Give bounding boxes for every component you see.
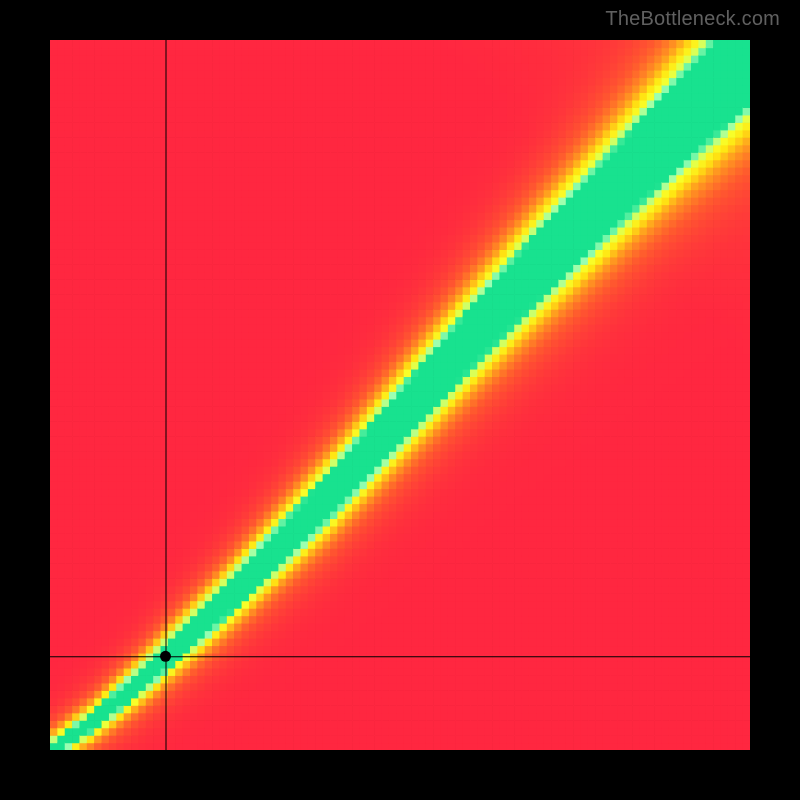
watermark-text: TheBottleneck.com [605, 8, 780, 31]
plot-area [50, 40, 750, 750]
chart-container: TheBottleneck.com [0, 0, 800, 800]
heatmap-canvas [50, 40, 750, 750]
